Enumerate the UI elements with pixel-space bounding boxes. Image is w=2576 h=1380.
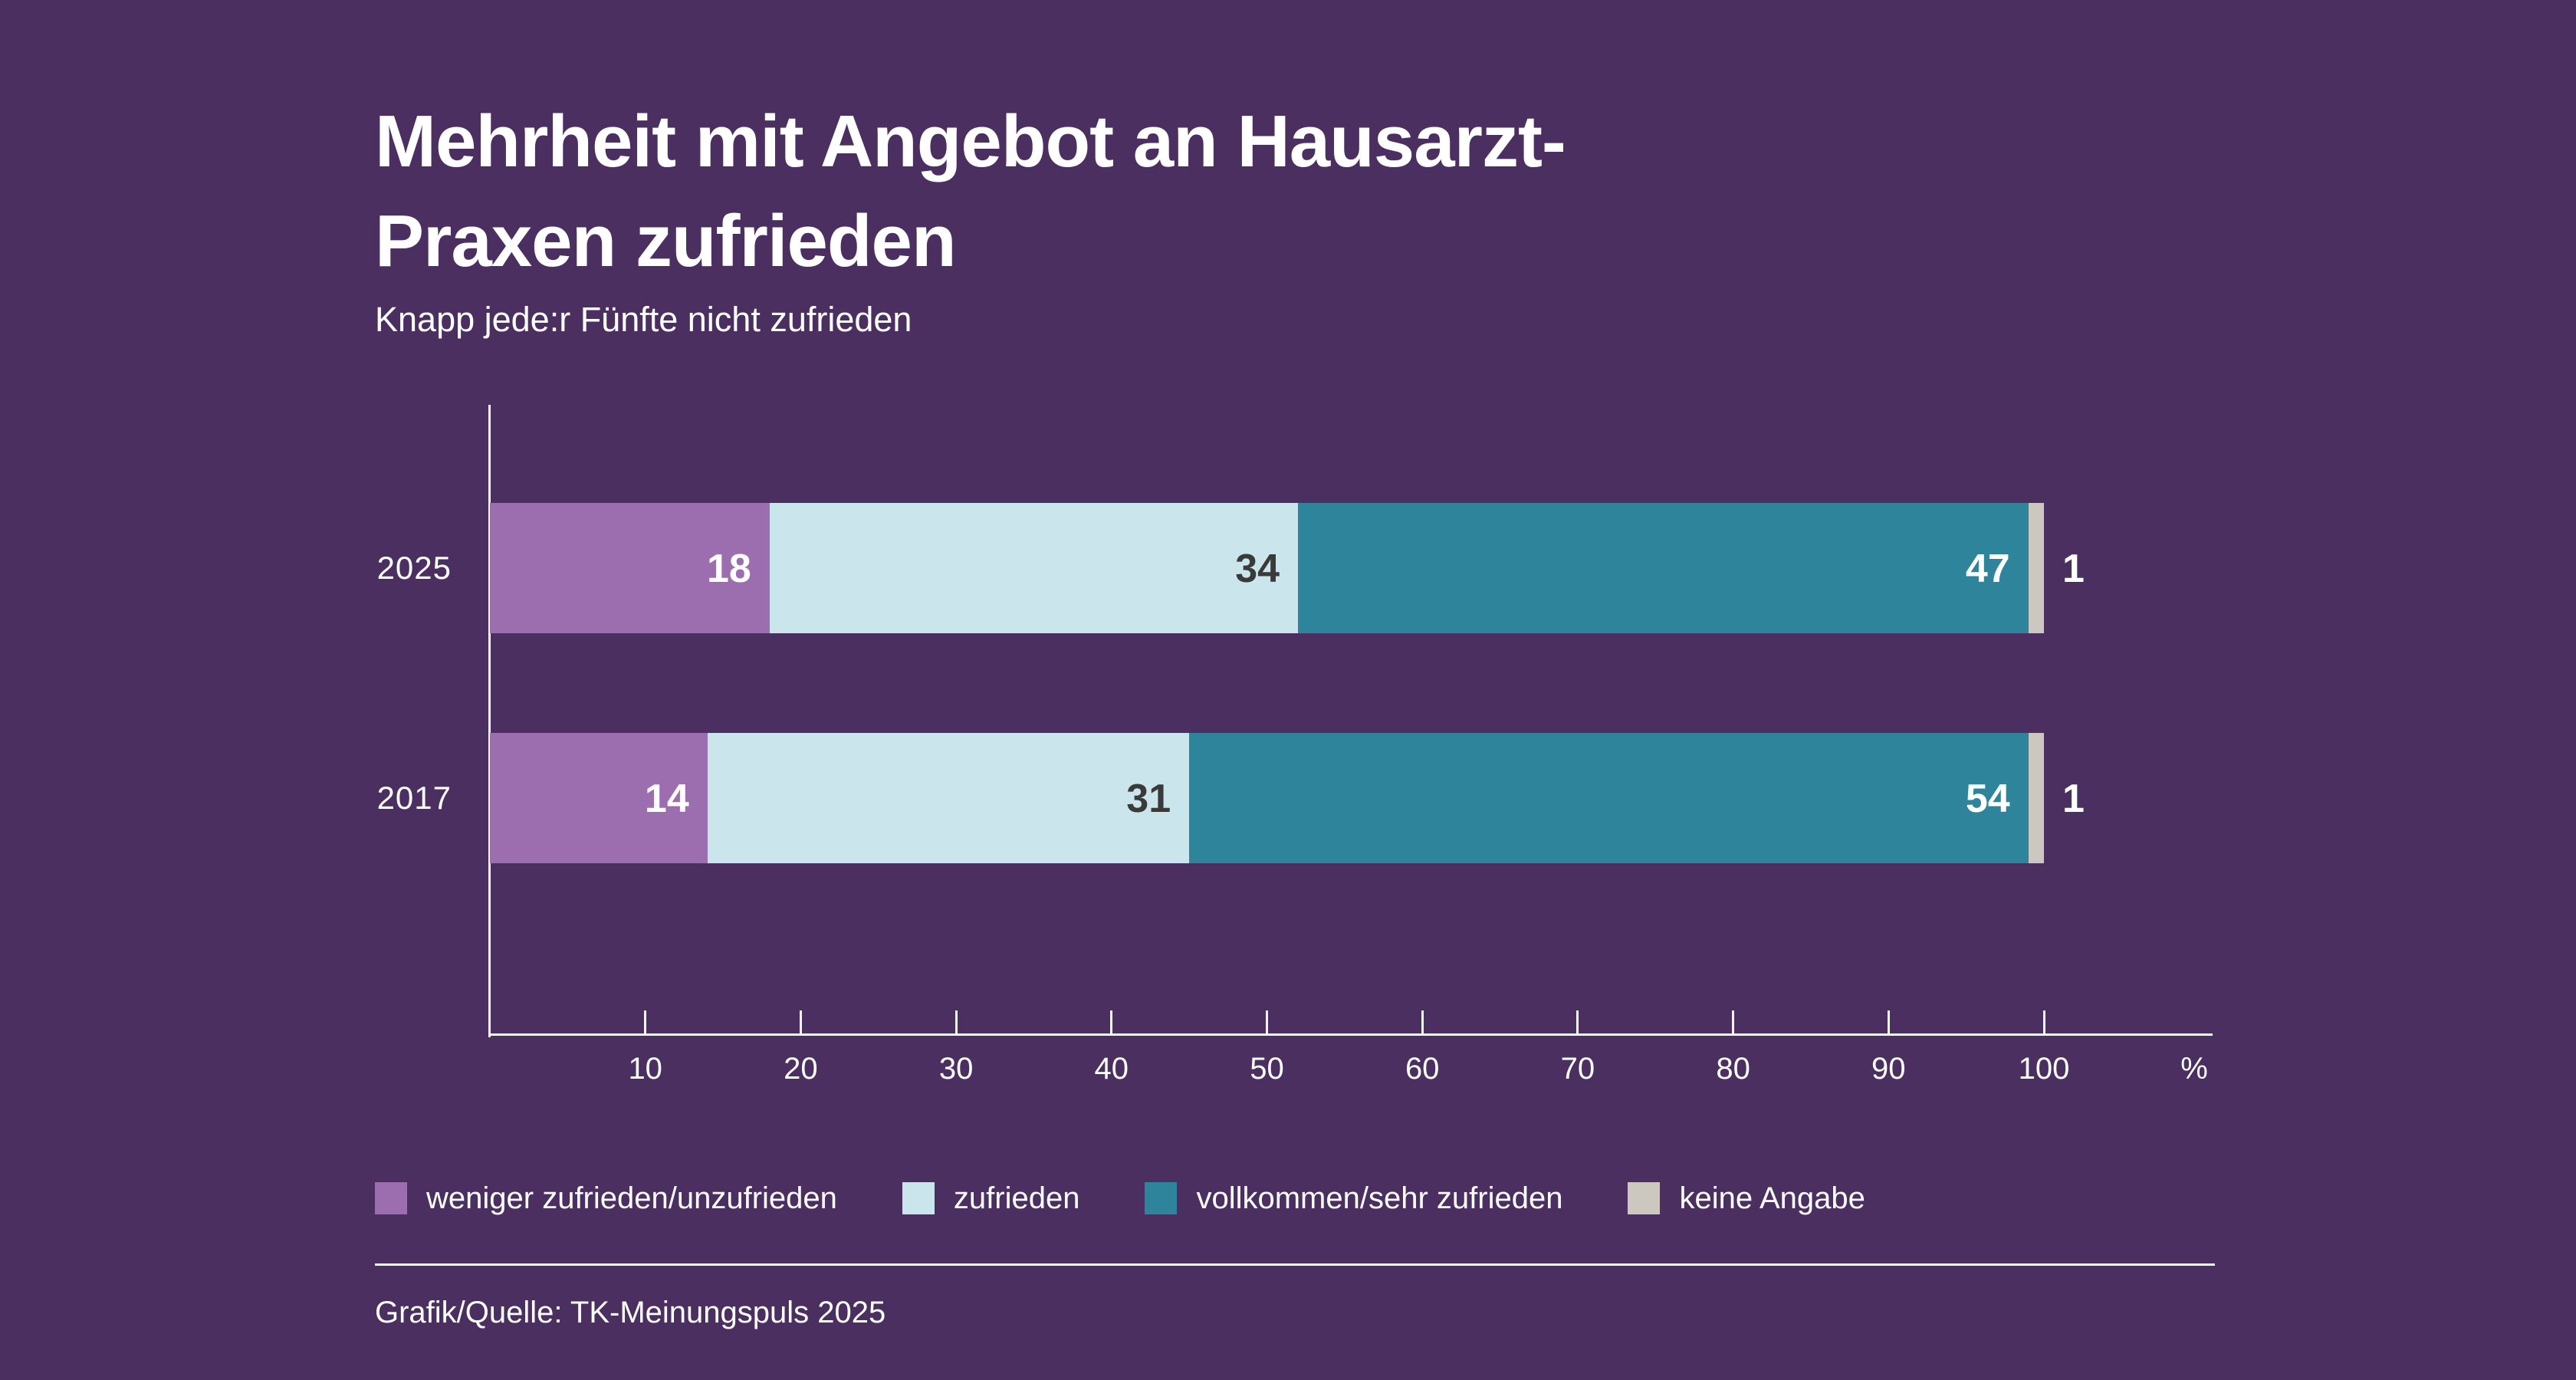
bar-segment-2025-zufrieden: 34 bbox=[769, 503, 1299, 633]
x-axis-tick-80 bbox=[1732, 1010, 1735, 1033]
x-axis-tick-label-60: 60 bbox=[1405, 1052, 1440, 1086]
legend-label-keine Angabe: keine Angabe bbox=[1679, 1181, 1865, 1215]
bar-segment-2017-zufrieden: 31 bbox=[707, 733, 1190, 863]
chart-title: Mehrheit mit Angebot an Hausarzt- Praxen… bbox=[375, 92, 1566, 291]
x-axis-tick-100 bbox=[2042, 1010, 2045, 1033]
legend: weniger zufrieden/unzufrieden zufrieden vo… bbox=[375, 1182, 1865, 1214]
category-label-2017: 2017 bbox=[376, 780, 452, 816]
x-axis-tick-40 bbox=[1110, 1010, 1113, 1033]
x-axis-tick-50 bbox=[1266, 1010, 1268, 1033]
legend-swatch-vollkommen/sehr zufrieden bbox=[1145, 1182, 1178, 1214]
x-axis-tick-label-70: 70 bbox=[1560, 1052, 1595, 1086]
legend-label-vollkommen/sehr zufrieden: vollkommen/sehr zufrieden bbox=[1196, 1181, 1563, 1215]
source-caption: Grafik/Quelle: TK-Meinungspuls 2025 bbox=[375, 1296, 886, 1329]
legend-item-keine Angabe: keine Angabe bbox=[1628, 1182, 1865, 1214]
bar-value-2025-weniger zufrieden/unzufrieden: 18 bbox=[707, 547, 751, 591]
legend-swatch-weniger zufrieden/unzufrieden bbox=[375, 1182, 407, 1214]
footer-divider bbox=[375, 1263, 2215, 1266]
legend-swatch-zufrieden bbox=[902, 1182, 935, 1214]
x-axis-tick-label-90: 90 bbox=[1871, 1052, 1906, 1086]
legend-label-weniger zufrieden/unzufrieden: weniger zufrieden/unzufrieden bbox=[426, 1181, 837, 1215]
x-axis-line bbox=[488, 1033, 2213, 1036]
x-axis-tick-label-10: 10 bbox=[628, 1052, 662, 1086]
x-axis-tick-label-30: 30 bbox=[938, 1052, 974, 1086]
x-axis-tick-60 bbox=[1421, 1010, 1424, 1033]
bar-value-2017-keine Angabe: 1 bbox=[2062, 777, 2085, 821]
bar-row-2025: 18 34 47 1 bbox=[490, 503, 2085, 633]
legend-item-weniger zufrieden/unzufrieden: weniger zufrieden/unzufrieden bbox=[375, 1182, 837, 1214]
chart-title-line-2: Praxen zufrieden bbox=[375, 200, 957, 282]
bar-value-2025-keine Angabe: 1 bbox=[2062, 547, 2085, 591]
x-axis-tick-label-50: 50 bbox=[1250, 1052, 1284, 1086]
bar-value-2017-weniger zufrieden/unzufrieden: 14 bbox=[644, 777, 689, 821]
x-axis-tick-label-80: 80 bbox=[1716, 1052, 1750, 1086]
bar-row-2017: 14 31 54 1 bbox=[490, 733, 2085, 863]
x-axis-tick-90 bbox=[1887, 1010, 1890, 1033]
legend-item-zufrieden: zufrieden bbox=[902, 1181, 1080, 1215]
bar-segment-2025-keine Angabe bbox=[2028, 503, 2044, 633]
bar-value-2025-vollkommen/sehr zufrieden: 47 bbox=[1965, 547, 2010, 591]
legend-label-zufrieden: zufrieden bbox=[953, 1181, 1080, 1215]
bar-value-2017-vollkommen/sehr zufrieden: 54 bbox=[1965, 777, 2010, 821]
legend-swatch-keine Angabe bbox=[1628, 1182, 1661, 1214]
x-axis-tick-label-100: 100 bbox=[2018, 1052, 2070, 1086]
bar-segment-2017-weniger zufrieden/unzufrieden: 14 bbox=[490, 733, 708, 863]
bar-segment-2025-weniger zufrieden/unzufrieden: 18 bbox=[490, 503, 770, 633]
bar-segment-2017-vollkommen/sehr zufrieden: 54 bbox=[1189, 733, 2029, 863]
bar-value-2017-zufrieden: 31 bbox=[1126, 777, 1171, 821]
chart-subtitle: Knapp jede:r Fünfte nicht zufrieden bbox=[375, 300, 912, 339]
x-axis-tick-70 bbox=[1576, 1010, 1579, 1033]
bar-segment-2017-keine Angabe bbox=[2028, 733, 2044, 863]
x-axis-tick-label-20: 20 bbox=[784, 1052, 818, 1086]
chart-title-line-1: Mehrheit mit Angebot an Hausarzt- bbox=[375, 100, 1566, 182]
y-axis-line bbox=[488, 405, 491, 1037]
x-axis-tick-30 bbox=[955, 1010, 958, 1033]
bar-segment-2025-vollkommen/sehr zufrieden: 47 bbox=[1298, 503, 2029, 633]
x-axis-tick-10 bbox=[644, 1010, 647, 1033]
bar-value-2025-zufrieden: 34 bbox=[1235, 547, 1280, 591]
x-axis-tick-20 bbox=[799, 1010, 802, 1033]
x-axis-unit-label: % bbox=[2180, 1052, 2208, 1086]
category-label-2025: 2025 bbox=[376, 550, 452, 586]
legend-item-vollkommen/sehr zufrieden: vollkommen/sehr zufrieden bbox=[1145, 1182, 1562, 1214]
x-axis-tick-label-40: 40 bbox=[1094, 1052, 1129, 1086]
